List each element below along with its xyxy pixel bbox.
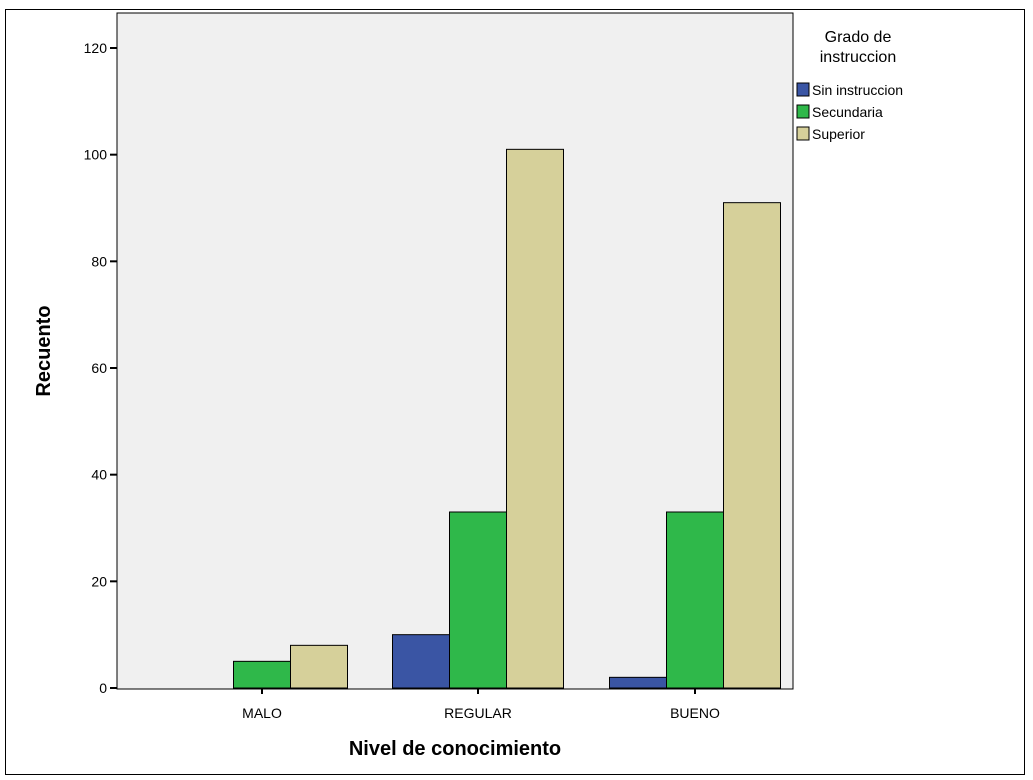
- y-tick-label: 0: [99, 680, 107, 696]
- legend-label: Sin instruccion: [812, 82, 903, 98]
- bar-bueno-superior: [723, 202, 781, 689]
- x-axis: MALO REGULAR BUENO: [242, 688, 720, 721]
- x-tick-label: BUENO: [670, 705, 720, 721]
- legend-swatch: [796, 126, 810, 141]
- y-tick-label: 100: [84, 147, 108, 163]
- legend-swatch: [796, 82, 810, 97]
- legend-title-line1: Grado de: [825, 29, 892, 46]
- legend: Grado de instruccion Sin instruccion Secu…: [796, 29, 903, 142]
- bars-group: [233, 148, 781, 689]
- legend-title-line2: instruccion: [820, 49, 896, 66]
- legend-label: Superior: [812, 126, 865, 142]
- y-tick-label: 80: [91, 253, 107, 269]
- bar-regular-secundaria: [449, 511, 507, 689]
- x-tick-label: MALO: [242, 705, 282, 721]
- y-tick-label: 120: [84, 40, 108, 56]
- legend-label: Secundaria: [812, 104, 883, 120]
- y-axis-title: Recuento: [33, 305, 55, 396]
- bar-bueno-sin-instruccion: [609, 676, 667, 689]
- bar-bueno-secundaria: [666, 511, 724, 689]
- y-tick-label: 40: [91, 467, 107, 483]
- y-axis: 0 20 40 60 80 100 120: [84, 40, 117, 696]
- bar-regular-superior: [506, 148, 564, 689]
- x-axis-title: Nivel de conocimiento: [349, 738, 561, 760]
- legend-swatch: [796, 104, 810, 119]
- y-tick-label: 60: [91, 360, 107, 376]
- x-tick-label: REGULAR: [444, 705, 512, 721]
- y-tick-label: 20: [91, 573, 107, 589]
- legend-items: Sin instruccion Secundaria Superior: [796, 82, 903, 142]
- bar-regular-sin-instruccion: [392, 634, 450, 689]
- bar-malo-secundaria: [233, 660, 291, 689]
- bar-malo-superior: [290, 644, 348, 689]
